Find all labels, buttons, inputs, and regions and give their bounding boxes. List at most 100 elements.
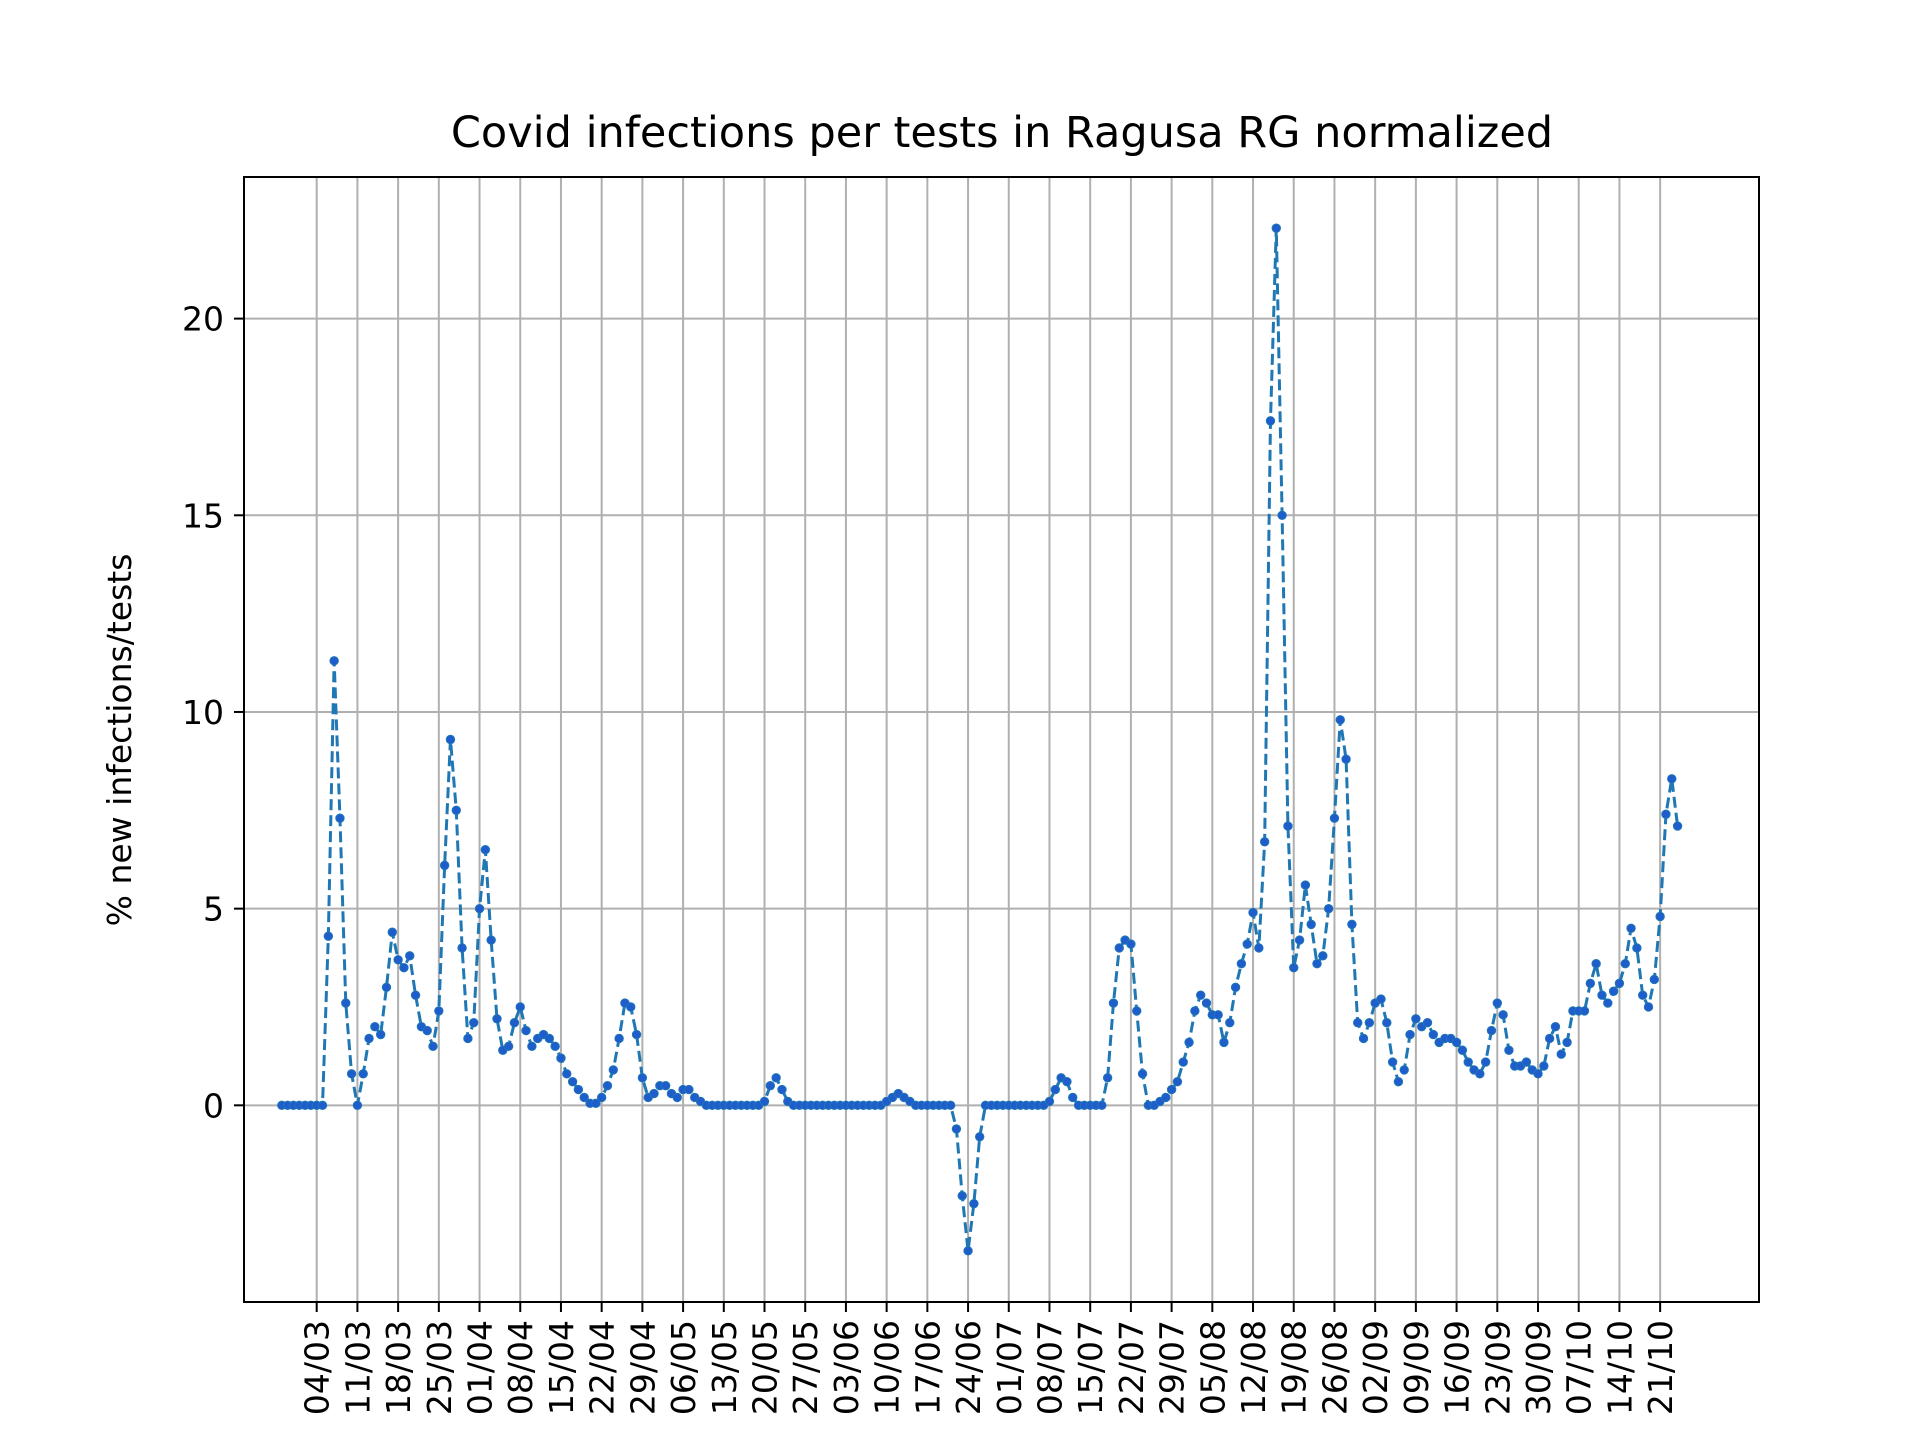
data-point	[387, 927, 397, 937]
data-point	[375, 1029, 386, 1040]
data-point	[1190, 1006, 1200, 1016]
data-point	[777, 1084, 787, 1095]
data-point	[1300, 880, 1311, 890]
plot-area-frame	[243, 176, 1760, 1303]
x-tick-label: 17/06	[908, 1320, 947, 1415]
data-point	[405, 951, 415, 961]
data-point	[1544, 1033, 1555, 1044]
data-point	[1376, 994, 1386, 1004]
data-point	[422, 1025, 432, 1036]
data-point	[1132, 1006, 1142, 1016]
x-tick-label: 27/05	[786, 1320, 825, 1415]
data-point	[1248, 907, 1258, 918]
data-point	[527, 1041, 537, 1052]
data-point	[1353, 1018, 1363, 1028]
data-point	[1463, 1057, 1473, 1067]
data-point	[469, 1018, 479, 1028]
x-tick-label: 02/09	[1356, 1320, 1395, 1415]
data-point	[1329, 813, 1340, 823]
data-point	[957, 1191, 967, 1201]
data-point	[562, 1069, 572, 1079]
data-point	[974, 1132, 985, 1142]
y-tick-label: 10	[182, 693, 224, 732]
data-point	[1649, 974, 1660, 985]
plot-series	[277, 223, 1683, 1256]
x-tick-label: 29/07	[1153, 1320, 1192, 1415]
data-point	[1411, 1014, 1421, 1024]
data-point	[1050, 1084, 1061, 1095]
data-point	[1562, 1037, 1572, 1048]
data-point	[579, 1092, 589, 1103]
series-line	[281, 226, 1680, 1253]
data-point	[1161, 1092, 1171, 1103]
y-tick-label: 20	[182, 300, 224, 339]
x-tick-label: 13/05	[705, 1320, 744, 1415]
data-point	[1184, 1037, 1194, 1048]
x-tick-label: 06/05	[664, 1320, 703, 1415]
data-point	[445, 734, 456, 745]
data-point	[631, 1029, 642, 1040]
x-tick-label: 24/06	[949, 1320, 988, 1415]
data-point	[660, 1080, 671, 1091]
data-point	[765, 1080, 776, 1091]
data-point	[503, 1041, 514, 1052]
data-point	[1201, 998, 1212, 1008]
data-point	[1556, 1049, 1566, 1059]
data-point	[684, 1084, 694, 1095]
data-point	[1265, 416, 1276, 426]
y-tick-label: 5	[203, 890, 224, 929]
data-point	[649, 1088, 659, 1099]
data-point	[317, 1100, 328, 1111]
data-point	[352, 1100, 363, 1111]
data-point	[1492, 998, 1502, 1008]
data-point	[1608, 986, 1619, 996]
data-point	[1114, 943, 1124, 953]
data-point	[596, 1092, 607, 1103]
x-tick-label: 08/07	[1030, 1320, 1069, 1415]
data-point	[951, 1124, 962, 1134]
x-tick-label: 11/03	[338, 1320, 377, 1415]
x-tick-label: 10/06	[868, 1320, 907, 1415]
data-point	[1632, 943, 1642, 953]
data-point	[1643, 1002, 1654, 1012]
x-tick-label: 12/08	[1234, 1320, 1273, 1415]
data-point	[509, 1018, 520, 1028]
data-point	[1358, 1033, 1369, 1044]
data-point	[1335, 715, 1345, 725]
data-point	[1672, 821, 1683, 831]
data-point	[591, 1098, 601, 1109]
data-point	[1614, 978, 1625, 989]
x-tick-label: 09/09	[1397, 1320, 1436, 1415]
data-point	[614, 1033, 624, 1044]
data-point	[1323, 903, 1334, 914]
data-point	[1661, 809, 1671, 819]
data-point	[1289, 962, 1299, 973]
data-point	[474, 903, 485, 914]
data-point	[1044, 1096, 1055, 1107]
data-point	[1579, 1006, 1590, 1016]
data-point	[329, 656, 339, 666]
data-point	[1597, 990, 1607, 1000]
data-point	[1166, 1084, 1177, 1095]
data-point	[1486, 1025, 1497, 1036]
data-point	[608, 1065, 618, 1075]
data-point	[480, 844, 491, 855]
data-point	[1062, 1077, 1072, 1087]
data-point	[358, 1069, 368, 1079]
x-tick-label: 07/10	[1560, 1320, 1599, 1415]
data-point	[1585, 978, 1596, 989]
data-point	[410, 990, 421, 1000]
data-point	[1550, 1021, 1561, 1032]
chart-title: Covid infections per tests in Ragusa RG …	[451, 108, 1553, 158]
data-point	[1277, 510, 1287, 520]
data-point	[1364, 1018, 1375, 1028]
x-tick-label: 20/05	[746, 1320, 785, 1415]
data-point	[346, 1069, 357, 1079]
data-point	[1405, 1029, 1415, 1040]
data-point	[486, 935, 496, 945]
data-point	[434, 1006, 444, 1016]
data-point	[335, 813, 345, 823]
x-tick-label: 23/09	[1478, 1320, 1517, 1415]
data-point	[637, 1073, 648, 1083]
